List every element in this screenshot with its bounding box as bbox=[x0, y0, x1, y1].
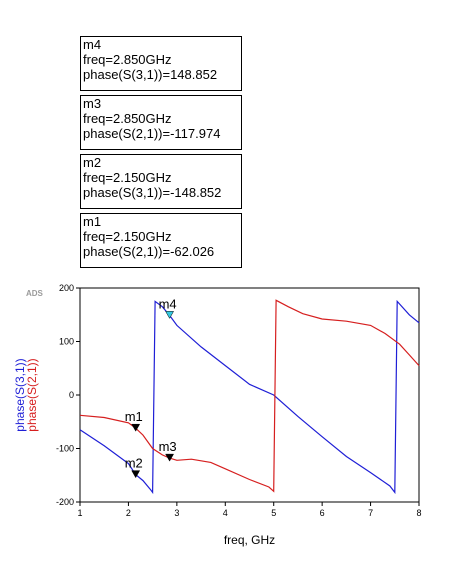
marker-readout-line: freq=2.850GHz bbox=[83, 52, 172, 67]
marker-m4-label: m4 bbox=[159, 296, 177, 311]
marker-readout-line: phase(S(3,1))=148.852 bbox=[83, 67, 218, 82]
marker-readout-line: m1 bbox=[83, 214, 102, 229]
marker-readout-line: phase(S(2,1))=-117.974 bbox=[83, 126, 221, 141]
y-axis-label-s31: phase(S(3,1)) bbox=[13, 358, 27, 431]
marker-readout-line: freq=2.150GHz bbox=[83, 170, 172, 185]
ads-watermark: ADS bbox=[26, 289, 44, 298]
marker-readout-line: m3 bbox=[83, 96, 102, 111]
marker-readout-line: freq=2.150GHz bbox=[83, 229, 172, 244]
y-axis-label-s21: phase(S(2,1)) bbox=[25, 358, 39, 431]
y-tick-label: -100 bbox=[56, 444, 74, 454]
series-line-s21 bbox=[79, 299, 420, 493]
y-tick-label: 200 bbox=[59, 283, 74, 293]
marker-m2-label: m2 bbox=[125, 456, 143, 471]
series-line-s31 bbox=[79, 299, 420, 495]
marker-readout-line: freq=2.850GHz bbox=[83, 111, 172, 126]
marker-readout-line: phase(S(2,1))=-62.026 bbox=[83, 244, 215, 259]
y-tick-label: 100 bbox=[59, 337, 74, 347]
y-tick-label: -200 bbox=[56, 497, 74, 507]
marker-m1-triangle bbox=[131, 423, 141, 432]
x-tick-label: 5 bbox=[271, 508, 276, 518]
x-tick-label: 7 bbox=[368, 508, 373, 518]
x-tick-label: 6 bbox=[320, 508, 325, 518]
x-tick-label: 1 bbox=[77, 508, 82, 518]
marker-readout-m2: m2 freq=2.150GHz phase(S(3,1))=-148.852 bbox=[80, 154, 242, 209]
y-tick-label: 0 bbox=[69, 390, 74, 400]
marker-readout-line: phase(S(3,1))=-148.852 bbox=[83, 185, 222, 200]
marker-m3-triangle bbox=[165, 453, 175, 462]
marker-m3-label: m3 bbox=[159, 439, 177, 454]
x-tick-label: 8 bbox=[416, 508, 421, 518]
marker-readout-line: m2 bbox=[83, 155, 102, 170]
marker-readout-m1: m1 freq=2.150GHz phase(S(2,1))=-62.026 bbox=[80, 213, 242, 268]
marker-readout-m4: m4 freq=2.850GHz phase(S(3,1))=148.852 bbox=[80, 36, 242, 91]
marker-layer: m1 m2 m3 m4 bbox=[125, 296, 177, 479]
marker-m2-triangle bbox=[131, 470, 141, 479]
marker-m4-triangle bbox=[165, 311, 175, 319]
marker-readout-line: m4 bbox=[83, 37, 102, 52]
marker-readout-m3: m3 freq=2.850GHz phase(S(2,1))=-117.974 bbox=[80, 95, 242, 150]
x-tick-label: 2 bbox=[126, 508, 131, 518]
x-tick-label: 4 bbox=[223, 508, 228, 518]
x-axis-label: freq, GHz bbox=[224, 533, 275, 547]
axis-ticks: 1 2 3 4 5 6 7 8 -200 -100 0 100 200 bbox=[56, 283, 422, 518]
series-layer bbox=[79, 299, 420, 495]
x-tick-label: 3 bbox=[174, 508, 179, 518]
marker-m1-label: m1 bbox=[125, 409, 143, 424]
